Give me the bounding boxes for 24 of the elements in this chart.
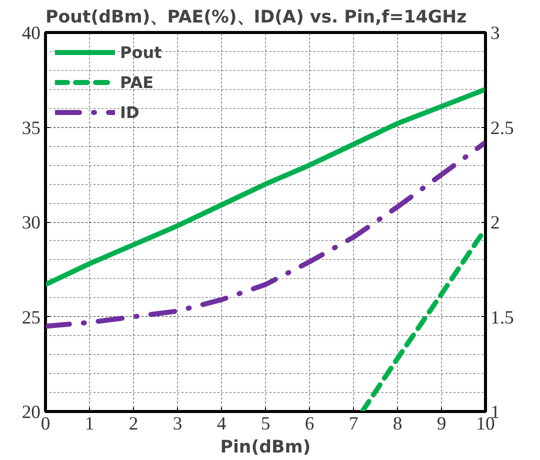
y-tick-label: 25 <box>22 307 40 328</box>
legend-label: Pout <box>120 42 162 62</box>
x-tick-label: 6 <box>304 414 314 434</box>
chart-title: Pout(dBm)、PAE(%)、ID(A) vs. Pin,f=14GHz <box>46 8 467 28</box>
y-tick-label: 40 <box>22 23 40 44</box>
x-tick-label: 9 <box>436 414 446 434</box>
y-tick-label: 30 <box>22 212 40 234</box>
x-tick-label: 4 <box>216 414 227 434</box>
x-tick-label: 8 <box>392 414 402 434</box>
y2-tick-label: 3 <box>490 23 500 44</box>
x-tick-label: 2 <box>128 414 138 434</box>
x-tick-label: 3 <box>172 414 182 434</box>
y-tick-label: 35 <box>22 118 40 139</box>
y2-tick-label: 2.5 <box>490 118 514 139</box>
x-axis-title: Pin(dBm) <box>220 438 311 458</box>
x-tick-label: 7 <box>348 414 358 434</box>
x-tick-label: 0 <box>40 414 50 434</box>
legend-label: PAE <box>120 72 154 92</box>
y2-tick-label: 2 <box>490 212 500 234</box>
x-tick-label: 1 <box>84 414 94 434</box>
legend-label: ID <box>120 102 140 122</box>
y-tick-label: 20 <box>22 402 40 423</box>
x-tick-label: 5 <box>260 414 270 434</box>
y2-tick-label: 1.5 <box>490 307 514 328</box>
